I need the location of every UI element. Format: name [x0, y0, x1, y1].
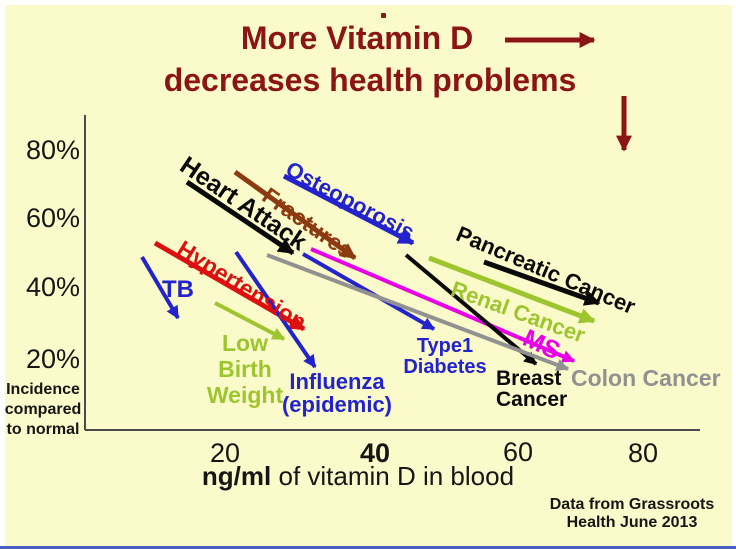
page-title-line-2: decreases health problems — [163, 62, 577, 98]
x-tick-40: 40 — [359, 438, 391, 468]
y-tick-20: 20% — [25, 344, 80, 374]
label-breast-cancer: Breast Cancer — [496, 367, 568, 411]
label-low-birth-weight: Low Birth Weight — [206, 330, 284, 408]
page-title-line-1: More Vitamin D — [240, 20, 474, 56]
label-tb: TB — [162, 276, 194, 303]
label-colon-cancer: Colon Cancer — [571, 365, 721, 391]
stray-mark — [381, 13, 386, 18]
label-type1-diabetes: Type1 Diabetes — [403, 335, 487, 378]
x-axis-label: ng/ml of vitamin D in blood — [108, 461, 608, 492]
attribution: Data from Grassroots Health June 2013 — [549, 496, 715, 531]
y-tick-80: 80% — [25, 135, 80, 165]
label-influenza: Influenza (epidemic) — [281, 369, 393, 417]
x-axis-label-rest: of vitamin D in blood — [271, 461, 515, 491]
x-axis-unit: ng/ml — [201, 461, 272, 491]
y-axis-caption: Incidence compared to normal — [4, 381, 82, 438]
y-tick-40: 40% — [25, 272, 80, 302]
y-tick-60: 60% — [25, 203, 80, 233]
x-tick-60: 60 — [502, 437, 534, 467]
x-tick-20: 20 — [209, 438, 241, 468]
bottom-border-bar — [0, 546, 736, 549]
x-tick-80: 80 — [627, 438, 659, 468]
